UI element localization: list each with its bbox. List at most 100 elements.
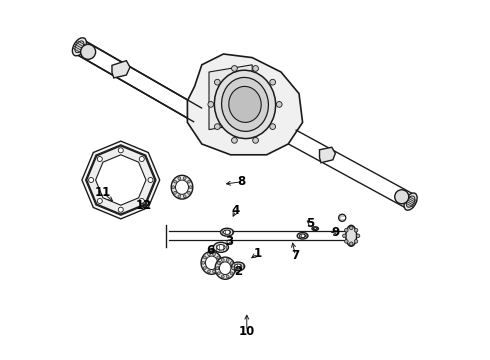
Ellipse shape xyxy=(75,41,84,53)
Circle shape xyxy=(339,214,346,221)
Circle shape xyxy=(226,258,229,261)
Circle shape xyxy=(215,79,220,85)
Ellipse shape xyxy=(314,228,317,230)
Text: 2: 2 xyxy=(234,265,242,278)
Text: 10: 10 xyxy=(239,325,255,338)
Circle shape xyxy=(343,234,346,238)
Ellipse shape xyxy=(346,225,357,246)
Circle shape xyxy=(172,186,175,189)
Circle shape xyxy=(213,253,216,256)
Circle shape xyxy=(178,177,181,180)
Ellipse shape xyxy=(175,180,189,194)
Circle shape xyxy=(218,262,220,265)
Circle shape xyxy=(221,275,224,278)
Circle shape xyxy=(356,234,360,238)
Ellipse shape xyxy=(81,44,96,59)
Polygon shape xyxy=(112,60,130,78)
Circle shape xyxy=(173,192,176,194)
Circle shape xyxy=(213,270,216,273)
Circle shape xyxy=(215,124,220,130)
Polygon shape xyxy=(96,155,146,205)
Ellipse shape xyxy=(171,175,193,199)
Ellipse shape xyxy=(232,262,245,271)
Ellipse shape xyxy=(404,193,417,210)
Text: 5: 5 xyxy=(306,217,314,230)
Circle shape xyxy=(183,195,186,198)
Text: 9: 9 xyxy=(331,226,339,239)
Circle shape xyxy=(217,256,220,259)
Polygon shape xyxy=(187,54,303,155)
Polygon shape xyxy=(87,146,155,214)
Circle shape xyxy=(118,148,123,153)
Circle shape xyxy=(139,157,145,162)
Ellipse shape xyxy=(235,264,242,269)
Text: 6: 6 xyxy=(207,244,215,257)
Polygon shape xyxy=(319,147,335,163)
Ellipse shape xyxy=(220,228,233,236)
Ellipse shape xyxy=(297,233,308,239)
Ellipse shape xyxy=(215,257,235,279)
Circle shape xyxy=(230,262,233,265)
Polygon shape xyxy=(170,231,346,240)
Ellipse shape xyxy=(221,77,269,131)
Circle shape xyxy=(354,240,358,243)
Circle shape xyxy=(203,267,206,270)
Circle shape xyxy=(208,253,210,256)
Circle shape xyxy=(89,177,94,183)
Circle shape xyxy=(230,272,233,275)
Circle shape xyxy=(216,267,219,270)
Circle shape xyxy=(202,261,205,264)
Circle shape xyxy=(349,242,353,246)
Ellipse shape xyxy=(223,230,231,234)
Ellipse shape xyxy=(299,234,306,238)
Circle shape xyxy=(232,138,237,143)
Polygon shape xyxy=(86,145,156,215)
Circle shape xyxy=(208,270,210,273)
Text: 12: 12 xyxy=(136,199,152,212)
Ellipse shape xyxy=(217,244,225,250)
Polygon shape xyxy=(82,141,160,219)
Circle shape xyxy=(219,261,221,264)
Circle shape xyxy=(217,267,220,270)
Circle shape xyxy=(276,102,282,107)
Text: 1: 1 xyxy=(253,247,262,260)
Circle shape xyxy=(183,177,186,180)
Circle shape xyxy=(270,79,275,85)
Circle shape xyxy=(253,66,258,71)
Ellipse shape xyxy=(73,38,86,56)
Circle shape xyxy=(270,124,275,130)
Circle shape xyxy=(226,275,229,278)
Ellipse shape xyxy=(220,262,231,275)
Ellipse shape xyxy=(214,70,276,139)
Circle shape xyxy=(178,195,181,198)
Circle shape xyxy=(189,186,192,189)
Circle shape xyxy=(232,66,237,71)
Circle shape xyxy=(344,228,348,232)
Circle shape xyxy=(173,180,176,183)
Polygon shape xyxy=(209,65,252,130)
Circle shape xyxy=(203,256,206,259)
Circle shape xyxy=(344,240,348,243)
Circle shape xyxy=(349,226,353,230)
Text: 11: 11 xyxy=(95,186,111,199)
Text: 4: 4 xyxy=(232,204,240,217)
Ellipse shape xyxy=(406,196,415,207)
Circle shape xyxy=(98,157,102,162)
Circle shape xyxy=(188,180,191,183)
Circle shape xyxy=(139,198,145,203)
Ellipse shape xyxy=(312,227,318,230)
Ellipse shape xyxy=(213,242,228,252)
Text: 8: 8 xyxy=(237,175,245,188)
Ellipse shape xyxy=(395,190,409,204)
Circle shape xyxy=(188,192,191,194)
Circle shape xyxy=(221,258,224,261)
Circle shape xyxy=(232,267,235,270)
Text: 3: 3 xyxy=(225,235,233,248)
Polygon shape xyxy=(288,130,415,208)
Circle shape xyxy=(208,102,214,107)
Ellipse shape xyxy=(201,251,222,274)
Circle shape xyxy=(253,138,258,143)
Polygon shape xyxy=(75,40,202,122)
Ellipse shape xyxy=(205,256,218,270)
Circle shape xyxy=(218,272,220,275)
